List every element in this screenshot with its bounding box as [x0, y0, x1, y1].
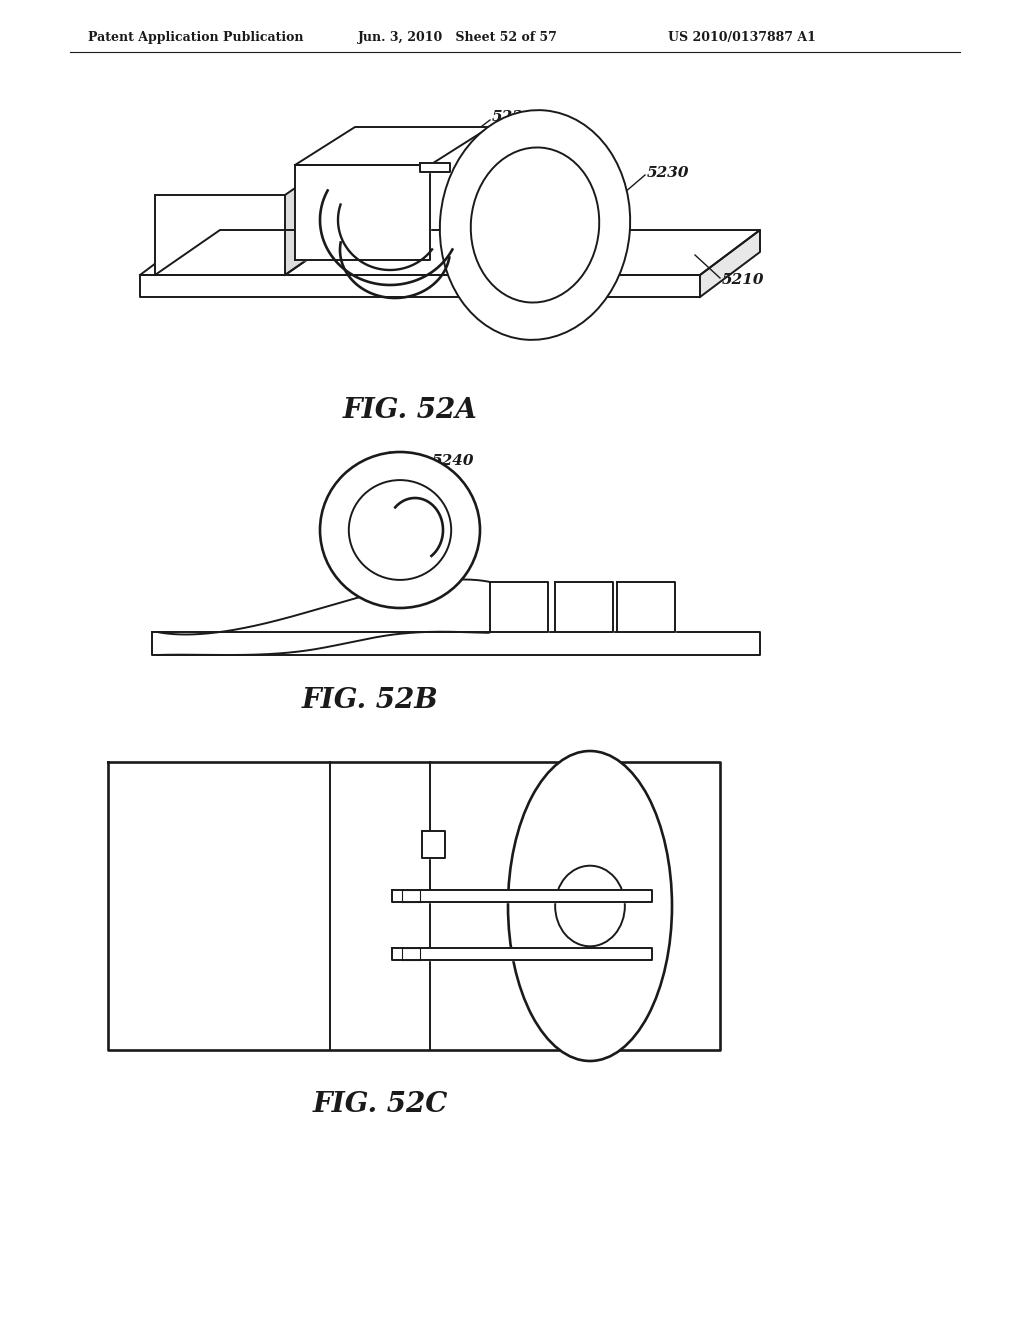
Polygon shape	[617, 582, 675, 632]
Text: 5220: 5220	[492, 110, 535, 124]
Ellipse shape	[508, 751, 672, 1061]
Text: US 2010/0137887 A1: US 2010/0137887 A1	[668, 32, 816, 45]
Polygon shape	[392, 948, 652, 960]
Polygon shape	[295, 165, 430, 260]
Polygon shape	[392, 890, 652, 902]
Ellipse shape	[319, 451, 480, 609]
Polygon shape	[285, 150, 350, 275]
Polygon shape	[155, 230, 350, 275]
Polygon shape	[490, 582, 548, 632]
Text: FIG. 52C: FIG. 52C	[312, 1092, 447, 1118]
Polygon shape	[422, 832, 445, 858]
Polygon shape	[700, 230, 760, 297]
Text: Patent Application Publication: Patent Application Publication	[88, 32, 303, 45]
Ellipse shape	[440, 110, 630, 339]
Ellipse shape	[471, 148, 599, 302]
Polygon shape	[140, 230, 760, 275]
Text: FIG. 52B: FIG. 52B	[302, 686, 438, 714]
Text: 5240: 5240	[432, 454, 474, 469]
Polygon shape	[295, 127, 490, 165]
Text: FIG. 52A: FIG. 52A	[343, 396, 477, 424]
Text: Jun. 3, 2010   Sheet 52 of 57: Jun. 3, 2010 Sheet 52 of 57	[358, 32, 558, 45]
Polygon shape	[555, 582, 613, 632]
Text: 5230: 5230	[647, 166, 689, 180]
Polygon shape	[155, 195, 285, 275]
Text: 5210: 5210	[722, 273, 765, 286]
Ellipse shape	[349, 480, 452, 579]
Polygon shape	[152, 632, 760, 655]
Polygon shape	[420, 162, 450, 172]
Polygon shape	[140, 275, 700, 297]
Polygon shape	[108, 762, 720, 1049]
